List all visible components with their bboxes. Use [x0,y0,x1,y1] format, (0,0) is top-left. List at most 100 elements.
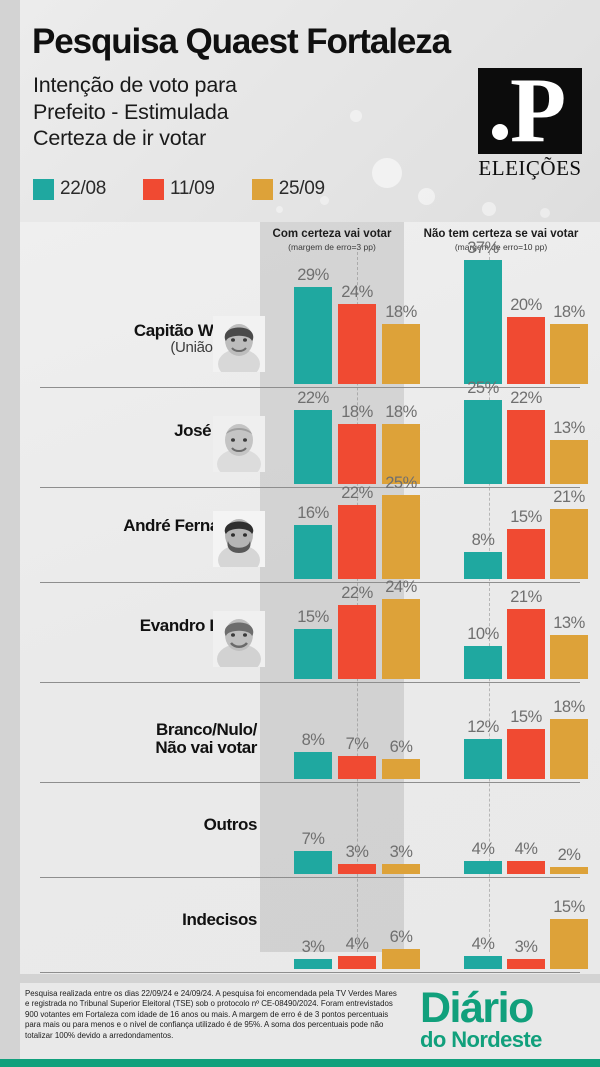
bottom-accent-bar [0,1059,600,1067]
bar-value-label: 20% [510,296,542,314]
bar-certeza-25/09 [382,863,420,874]
bar-value-label: 4% [514,839,538,858]
bar-naocerteza-11/09 [507,728,545,779]
logo-letter: P [510,59,567,161]
bar-certeza-11/09 [338,863,376,874]
divider-dashed-right [489,252,490,952]
candidate-name: Branco/Nulo/ [156,720,257,739]
bar-value-label: 4% [345,934,369,953]
legend-item-1: 11/09 [143,178,215,200]
bar-value-label: 15% [297,607,329,626]
bar-value-label: 22% [341,584,373,603]
bar-naocerteza-25/09 [550,440,588,484]
bar-naocerteza-22/08 [464,645,502,679]
bar-value-label: 15% [553,897,585,916]
bar-certeza-22/08 [294,410,332,484]
bar-naocerteza-25/09 [550,508,588,579]
row-divider [40,782,580,783]
bar-certeza-22/08 [294,752,332,779]
column-header-subtitle: (margem de erro=3 pp) [288,242,376,252]
bar-naocerteza-11/09 [507,410,545,484]
bar-value-label: 18% [553,302,585,321]
bar-value-label: 8% [301,731,325,750]
bar-certeza-22/08 [294,958,332,969]
legend-swatch-icon [251,178,273,200]
candidate-photo [213,316,265,372]
row-divider [40,972,580,973]
column-header-subtitle: (margem de erro=10 pp) [454,242,548,252]
decor-bokeh [276,206,283,213]
bar-value-label: 3% [301,937,325,956]
bar-value-label: 7% [345,734,369,753]
bar-value-label: 3% [345,842,369,861]
bar-naocerteza-25/09 [550,918,588,969]
bar-value-label: 15% [510,707,542,726]
decor-bokeh [372,158,402,188]
diario-do-nordeste-logo: Diário do Nordeste [420,986,600,1052]
bar-value-label: 2% [557,846,581,865]
candidate-name-cell: Indecisos [182,910,257,929]
methodology-note: Pesquisa realizada entre os dias 22/09/2… [25,989,397,1040]
bar-value-label: 4% [471,934,495,953]
candidate-name-cell: Branco/Nulo/Não vai votar [155,720,257,758]
header-panel: Pesquisa Quaest Fortaleza Intenção de vo… [20,0,600,222]
bar-value-label: 24% [385,577,417,596]
bar-naocerteza-22/08 [464,552,502,579]
candidate-name-cell: Outros [204,815,258,834]
bar-certeza-11/09 [338,955,376,969]
bar-certeza-11/09 [338,423,376,484]
legend-item-0: 22/08 [33,178,106,200]
bar-certeza-25/09 [382,423,420,484]
bar-value-label: 21% [510,587,542,606]
decor-bokeh [540,208,550,218]
bar-value-label: 8% [471,531,495,550]
bar-certeza-25/09 [382,598,420,679]
row-divider [40,387,580,388]
bar-naocerteza-11/09 [507,958,545,969]
bar-naocerteza-22/08 [464,400,502,484]
decor-bokeh [350,110,362,122]
bar-certeza-25/09 [382,948,420,969]
bar-value-label: 13% [553,419,585,438]
logo-dot-icon [492,124,508,140]
decor-bokeh [440,30,448,38]
bar-value-label: 4% [471,839,495,858]
bar-naocerteza-22/08 [464,260,502,384]
bar-certeza-11/09 [338,505,376,579]
column-header-title: Com certeza vai votar [272,228,392,240]
logo-mark-icon: P [478,59,582,161]
eleicoes-logo: P ELEIÇÕES [470,59,590,181]
bar-naocerteza-25/09 [550,323,588,384]
bar-value-label: 10% [467,624,499,643]
bar-value-label: 12% [467,717,499,736]
footer-panel: Pesquisa realizada entre os dias 22/09/2… [20,983,600,1067]
candidate-name: Indecisos [182,910,257,929]
page-title: Pesquisa Quaest Fortaleza [32,22,451,61]
certeza-column-shading [260,222,404,952]
logo-caption: ELEIÇÕES [478,156,582,180]
bar-naocerteza-22/08 [464,860,502,874]
bar-value-label: 25% [467,379,499,398]
bar-certeza-25/09 [382,758,420,779]
bar-naocerteza-11/09 [507,608,545,679]
bar-naocerteza-25/09 [550,718,588,779]
bar-value-label: 6% [389,927,413,946]
bar-naocerteza-25/09 [550,867,588,874]
row-divider [40,582,580,583]
bar-value-label: 18% [385,402,417,421]
decor-bokeh [320,196,329,205]
bar-certeza-25/09 [382,495,420,579]
legend-item-2: 25/09 [251,178,325,200]
bar-certeza-11/09 [338,755,376,779]
bar-value-label: 15% [510,507,542,526]
bar-value-label: 18% [341,402,373,421]
bar-value-label: 29% [297,265,329,284]
bar-naocerteza-25/09 [550,635,588,679]
bar-certeza-22/08 [294,850,332,874]
column-header-title: Não tem certeza se vai votar [423,228,579,240]
column-header-certeza: Com certeza vai votar (margem de erro=3 … [265,228,399,252]
legend-label: 11/09 [170,178,215,199]
brand-line-1: Diário [420,984,534,1032]
bar-naocerteza-22/08 [464,955,502,969]
bar-value-label: 22% [510,389,542,408]
